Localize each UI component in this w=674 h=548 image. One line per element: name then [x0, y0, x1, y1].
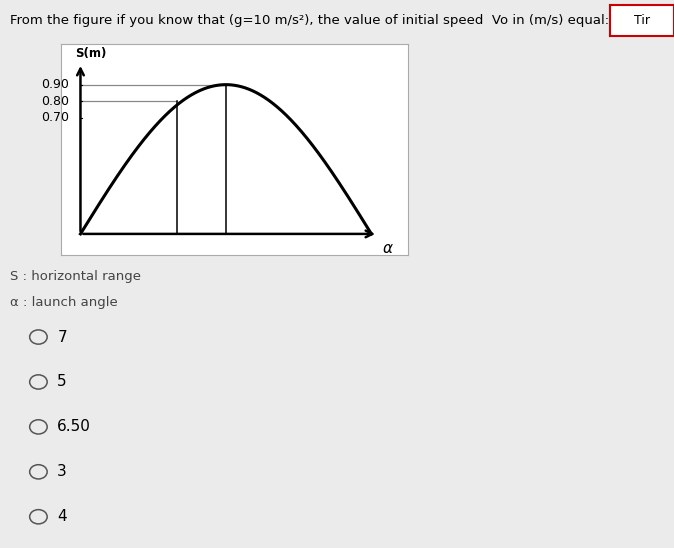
Text: 6.50: 6.50: [57, 419, 91, 435]
Text: From the figure if you know that (g=10 m/s²), the value of initial speed  Vo in : From the figure if you know that (g=10 m…: [10, 14, 609, 27]
Text: 3: 3: [57, 464, 67, 480]
Text: 4: 4: [57, 509, 67, 524]
Text: 7: 7: [57, 329, 67, 345]
Text: 0.80: 0.80: [41, 95, 69, 108]
Text: α : launch angle: α : launch angle: [10, 296, 118, 309]
Text: Tir: Tir: [634, 14, 650, 27]
Text: S(m): S(m): [75, 47, 107, 60]
Text: 0.90: 0.90: [41, 78, 69, 91]
Text: 0.70: 0.70: [41, 111, 69, 124]
Text: 5: 5: [57, 374, 67, 390]
Text: S : horizontal range: S : horizontal range: [10, 270, 141, 283]
Text: α: α: [383, 241, 393, 255]
